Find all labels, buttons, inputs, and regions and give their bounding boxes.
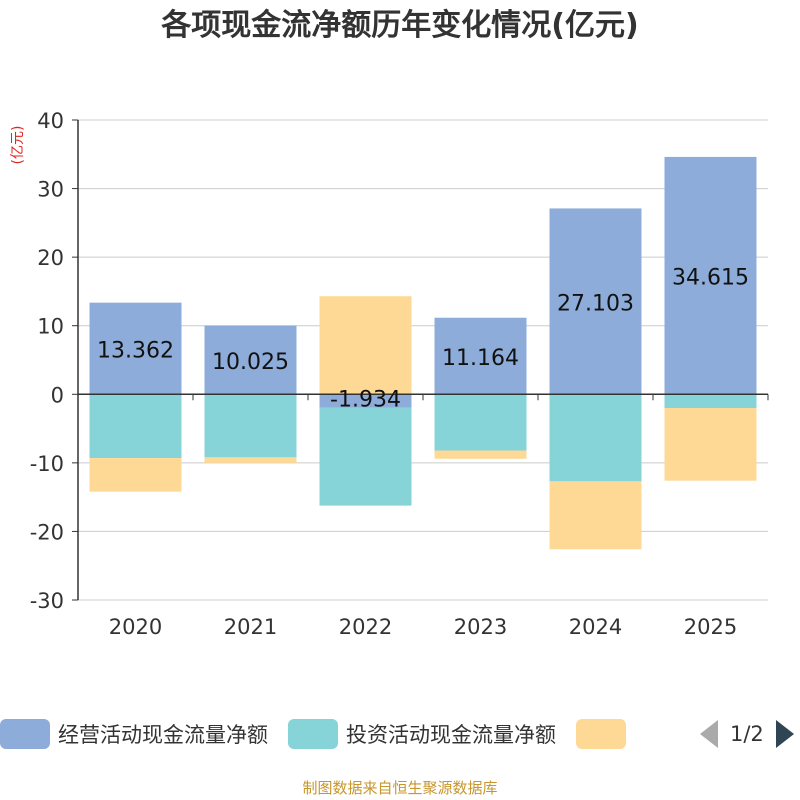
x-tick-label-2020: 2020 [109, 615, 162, 639]
bar-investing-2021 [204, 394, 297, 458]
y-axis-label: (亿元) [10, 126, 26, 165]
y-tick-label: 30 [37, 178, 64, 202]
bar-investing-2025 [664, 394, 757, 408]
bar-investing-2020 [89, 394, 182, 459]
x-tick-label-2021: 2021 [224, 615, 277, 639]
legend-swatch-investing [288, 719, 338, 749]
legend-page-indicator: 1/2 [730, 722, 764, 746]
x-tick-label-2022: 2022 [339, 615, 392, 639]
bar-investing-2023 [434, 394, 527, 451]
bar-operating-2020 [89, 302, 182, 395]
x-tick-label-2024: 2024 [569, 615, 622, 639]
bar-financing-2023 [434, 450, 527, 459]
x-tick-label-2025: 2025 [684, 615, 737, 639]
data-label-operating-2020: 13.362 [97, 338, 174, 363]
bar-operating-2025 [664, 156, 757, 395]
legend-item-financing[interactable] [576, 719, 634, 749]
bar-operating-2024 [549, 208, 642, 395]
chart-area: 40 30 20 10 0 -10 -20 -30 (亿元) 13.362 10.025 -1.934… [10, 109, 769, 639]
y-tick-label: -30 [30, 589, 64, 613]
y-tick-label: 10 [37, 315, 64, 339]
bar-investing-2024 [549, 394, 642, 482]
data-label-operating-2021: 10.025 [212, 350, 289, 375]
legend-swatch-financing [576, 719, 626, 749]
legend-swatch-operating [0, 719, 50, 749]
data-label-operating-2023: 11.164 [442, 346, 519, 371]
legend-prev-page-icon[interactable] [700, 720, 718, 748]
legend-label-investing: 投资活动现金流量净额 [346, 723, 556, 747]
data-label-operating-2024: 27.103 [557, 291, 634, 316]
bar-operating-2022 [319, 394, 412, 408]
y-tick-label: 20 [37, 246, 64, 270]
legend-item-investing[interactable]: 投资活动现金流量净额 [288, 719, 556, 749]
legend-item-operating[interactable]: 经营活动现金流量净额 [0, 719, 268, 749]
y-tick-label: -20 [30, 520, 64, 544]
y-tick-label: 40 [37, 109, 64, 133]
bar-financing-2020 [89, 458, 182, 492]
source-footer: 制图数据来自恒生聚源数据库 [302, 779, 498, 797]
bar-investing-2022 [319, 407, 412, 506]
chart-title: 各项现金流净额历年变化情况(亿元) [161, 8, 639, 43]
bar-financing-2022 [319, 296, 412, 395]
legend-next-page-icon[interactable] [775, 720, 794, 748]
y-tick-label: 0 [51, 383, 64, 407]
bar-financing-2025 [664, 408, 757, 481]
bar-financing-2024 [549, 481, 642, 550]
bar-operating-2023 [434, 317, 527, 395]
legend: 经营活动现金流量净额 投资活动现金流量净额 [0, 716, 654, 752]
legend-label-operating: 经营活动现金流量净额 [58, 723, 268, 747]
legend-pager: 1/2 [700, 716, 794, 752]
data-label-operating-2022: -1.934 [330, 388, 401, 413]
x-tick-label-2023: 2023 [454, 615, 507, 639]
bar-operating-2021 [204, 325, 297, 395]
bar-financing-2021 [204, 457, 297, 463]
data-label-operating-2025: 34.615 [672, 266, 749, 291]
y-tick-label: -10 [30, 452, 64, 476]
